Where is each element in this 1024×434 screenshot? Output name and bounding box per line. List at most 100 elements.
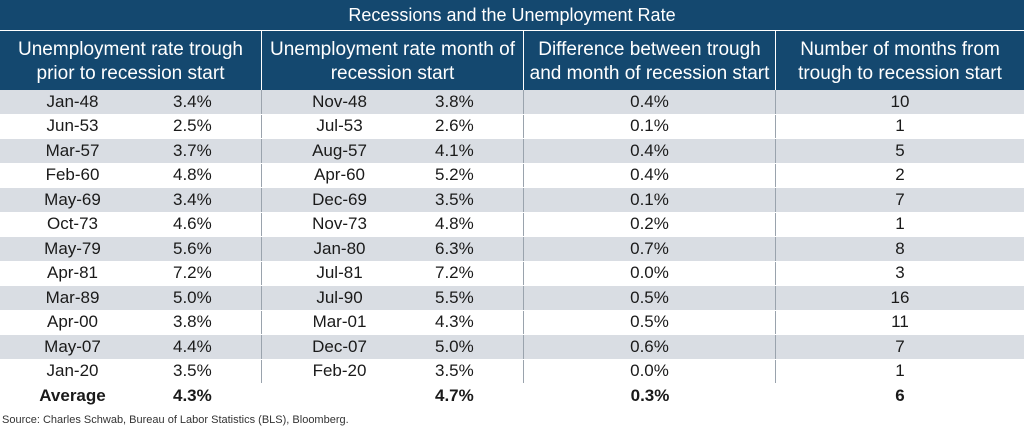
start-rate-cell: 7.2%	[407, 261, 524, 285]
months-cell: 7	[895, 336, 905, 356]
start-rate-cell: 3.8%	[407, 90, 524, 114]
months-cell: 1	[895, 214, 905, 234]
trough-rate-cell: 7.2%	[145, 261, 262, 285]
trough-date-cell: Apr-00	[46, 312, 99, 332]
trough-date-cell: Jun-53	[46, 116, 99, 136]
average-months: 6	[895, 385, 905, 405]
trough-date-cell: Mar-89	[45, 287, 100, 307]
table-title: Recessions and the Unemployment Rate	[0, 0, 1024, 30]
table-body: Jan-48 3.4% Nov-48 3.8% 0.4% 10 Jun-53 2.5% Jul-…	[0, 90, 1024, 409]
difference-cell: 0.4%	[524, 139, 776, 163]
difference-cell: 0.1%	[524, 188, 776, 212]
months-cell: 1	[895, 361, 905, 381]
trough-rate-cell: 4.8%	[145, 163, 262, 187]
start-rate-cell: 3.5%	[407, 188, 524, 212]
months-cell: 3	[895, 263, 905, 283]
months-cell: 1	[895, 116, 905, 136]
start-date-cell: Jul-81	[316, 263, 363, 283]
start-rate-cell: 5.2%	[407, 163, 524, 187]
trough-date-cell: May-69	[44, 189, 101, 209]
start-date-cell: Dec-69	[312, 189, 367, 209]
months-cell: 7	[895, 189, 905, 209]
header-difference: Difference between trough and month of r…	[524, 31, 776, 91]
average-spacer	[262, 384, 407, 408]
months-cell: 5	[895, 140, 905, 160]
start-date-cell: Dec-07	[312, 336, 367, 356]
trough-rate-cell: 5.6%	[145, 237, 262, 261]
start-rate-cell: 4.8%	[407, 212, 524, 236]
start-date-cell: Apr-60	[313, 165, 366, 185]
difference-cell: 0.1%	[524, 114, 776, 138]
trough-rate-cell: 3.8%	[145, 310, 262, 334]
table-row: Oct-73 4.6% Nov-73 4.8% 0.2% 1	[0, 212, 1024, 237]
start-rate-cell: 5.5%	[407, 286, 524, 310]
table-row: Mar-57 3.7% Aug-57 4.1% 0.4% 5	[0, 139, 1024, 164]
difference-cell: 0.2%	[524, 212, 776, 236]
trough-date-cell: Oct-73	[46, 214, 99, 234]
start-date-cell: Jul-53	[316, 116, 363, 136]
start-date-cell: Nov-48	[312, 91, 367, 111]
months-cell: 16	[890, 287, 910, 307]
header-months: Number of months from trough to recessio…	[798, 39, 1002, 84]
table-row: Jun-53 2.5% Jul-53 2.6% 0.1% 1	[0, 114, 1024, 139]
months-cell: 8	[895, 238, 905, 258]
start-date-cell: Nov-73	[312, 214, 367, 234]
header-trough: Unemployment rate trough prior to recess…	[0, 31, 262, 91]
months-cell: 10	[890, 91, 910, 111]
trough-rate-cell: 3.5%	[145, 359, 262, 383]
trough-rate-cell: 3.4%	[145, 188, 262, 212]
trough-rate-cell: 3.4%	[145, 90, 262, 114]
trough-rate-cell: 4.4%	[145, 335, 262, 359]
months-cell: 11	[891, 312, 909, 332]
trough-date-cell: May-07	[44, 336, 101, 356]
start-date-cell: Jan-80	[313, 238, 366, 258]
difference-cell: 0.4%	[524, 163, 776, 187]
start-date-cell: Mar-01	[312, 312, 367, 332]
trough-date-cell: Feb-60	[45, 165, 100, 185]
difference-cell: 0.6%	[524, 335, 776, 359]
average-start-rate: 4.7%	[435, 385, 474, 405]
difference-cell: 0.5%	[524, 286, 776, 310]
trough-date-cell: Apr-81	[46, 263, 99, 283]
start-rate-cell: 4.3%	[407, 310, 524, 334]
header-start: Unemployment rate month of recession sta…	[262, 31, 524, 91]
difference-cell: 0.5%	[524, 310, 776, 334]
table-row: May-07 4.4% Dec-07 5.0% 0.6% 7	[0, 335, 1024, 360]
months-cell: 2	[895, 165, 905, 185]
table-row: May-69 3.4% Dec-69 3.5% 0.1% 7	[0, 188, 1024, 213]
average-row: Average 4.3% 4.7% 0.3% 6	[0, 384, 1024, 409]
trough-rate-cell: 3.7%	[145, 139, 262, 163]
difference-cell: 0.4%	[524, 90, 776, 114]
table-row: Apr-00 3.8% Mar-01 4.3% 0.5% 11	[0, 310, 1024, 335]
start-rate-cell: 3.5%	[407, 359, 524, 383]
trough-date-cell: Mar-57	[45, 140, 100, 160]
table-row: Apr-81 7.2% Jul-81 7.2% 0.0% 3	[0, 261, 1024, 286]
trough-date-cell: Jan-48	[46, 91, 99, 111]
table-header: Unemployment rate trough prior to recess…	[0, 30, 1024, 91]
table-row: Feb-60 4.8% Apr-60 5.2% 0.4% 2	[0, 163, 1024, 188]
trough-rate-cell: 4.6%	[145, 212, 262, 236]
difference-cell: 0.0%	[524, 261, 776, 285]
table-row: Jan-48 3.4% Nov-48 3.8% 0.4% 10	[0, 90, 1024, 115]
difference-cell: 0.7%	[524, 237, 776, 261]
start-date-cell: Jul-90	[316, 287, 363, 307]
difference-cell: 0.0%	[524, 359, 776, 383]
trough-rate-cell: 5.0%	[145, 286, 262, 310]
start-date-cell: Aug-57	[312, 140, 367, 160]
start-date-cell: Feb-20	[312, 361, 367, 381]
trough-date-cell: Jan-20	[46, 361, 99, 381]
table-row: Mar-89 5.0% Jul-90 5.5% 0.5% 16	[0, 286, 1024, 311]
trough-rate-cell: 2.5%	[145, 114, 262, 138]
average-difference: 0.3%	[630, 385, 670, 405]
table-row: May-79 5.6% Jan-80 6.3% 0.7% 8	[0, 237, 1024, 262]
start-rate-cell: 5.0%	[407, 335, 524, 359]
start-rate-cell: 2.6%	[407, 114, 524, 138]
start-rate-cell: 6.3%	[407, 237, 524, 261]
source-note: Source: Charles Schwab, Bureau of Labor …	[2, 414, 349, 426]
table-row: Jan-20 3.5% Feb-20 3.5% 0.0% 1	[0, 359, 1024, 384]
average-label: Average	[39, 385, 106, 405]
trough-date-cell: May-79	[44, 238, 101, 258]
average-trough-rate: 4.3%	[173, 385, 212, 405]
start-rate-cell: 4.1%	[407, 139, 524, 163]
